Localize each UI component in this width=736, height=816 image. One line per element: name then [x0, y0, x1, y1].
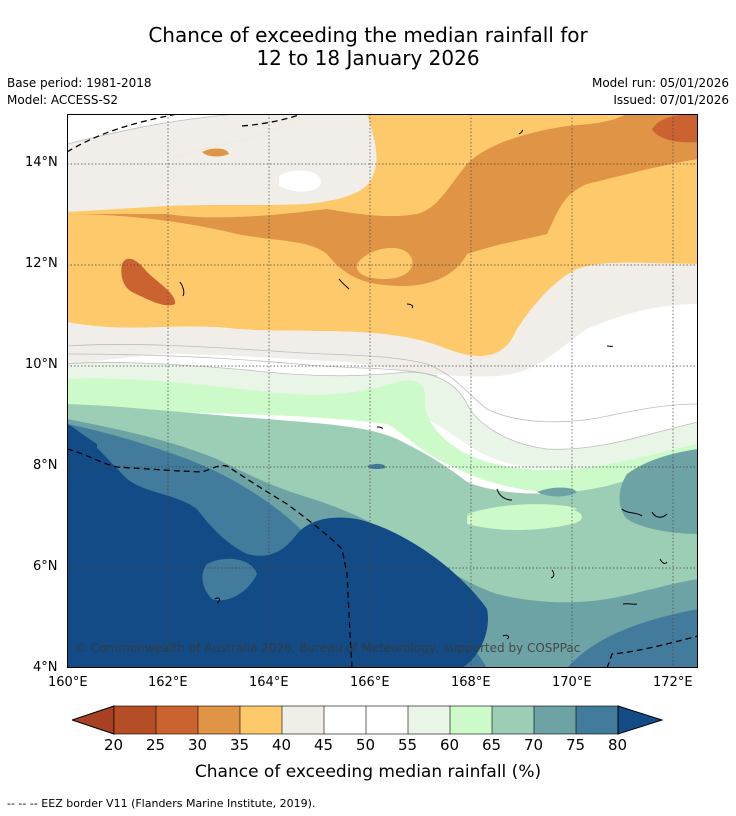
- band-30-spot: [202, 148, 229, 157]
- lon-label-172e: 172°E: [653, 675, 693, 690]
- eez-border: [67, 114, 698, 668]
- lat-label-8n: 8°N: [33, 458, 58, 473]
- lat-label-14n: 14°N: [25, 155, 58, 170]
- band-25-30-west: [121, 258, 176, 306]
- colorbar-swatch-60-65: [450, 706, 492, 734]
- band-80-plus: [67, 424, 488, 668]
- colorbar: [72, 705, 664, 735]
- colorbar-tick-25: 25: [146, 736, 166, 754]
- map-frame: [67, 114, 698, 668]
- copyright-text: © Commonwealth of Australia 2026, Bureau…: [75, 641, 580, 655]
- footnote-eez: -- -- -- EEZ border V11 (Flanders Marine…: [7, 797, 316, 810]
- islands: [179, 129, 668, 640]
- band-45-pocket: [279, 170, 321, 192]
- colorbar-swatch-50-55: [366, 706, 408, 734]
- band-75-80-east: [567, 609, 698, 668]
- band-60-65: [67, 378, 698, 493]
- colorbar-swatch-70-75: [534, 706, 576, 734]
- colorbar-tick-45: 45: [314, 736, 334, 754]
- colorbar-swatch-45-50: [324, 706, 366, 734]
- band-75-inset: [202, 558, 257, 601]
- colorbar-tick-75: 75: [566, 736, 586, 754]
- colorbar-tick-30: 30: [188, 736, 208, 754]
- lon-label-170e: 170°E: [552, 675, 592, 690]
- rainfall-map: © Commonwealth of Australia 2026, Bureau…: [67, 114, 698, 668]
- colorbar-swatch-65-70: [492, 706, 534, 734]
- colorbar-tick-35: 35: [230, 736, 250, 754]
- band-75-80-spot: [367, 463, 386, 470]
- lon-label-168e: 168°E: [451, 675, 491, 690]
- colorbar-tick-50: 50: [356, 736, 376, 754]
- colorbar-swatch-75-80: [576, 706, 618, 734]
- colorbar-arrow-high: [617, 705, 664, 735]
- band-70-east: [619, 449, 698, 534]
- lat-label-4n: 4°N: [33, 660, 58, 675]
- band-30-35: [67, 114, 698, 286]
- title-line-1: Chance of exceeding the median rainfall …: [148, 23, 588, 47]
- colorbar-tick-65: 65: [482, 736, 502, 754]
- base-period: Base period: 1981-2018: [7, 76, 152, 90]
- colorbar-tick-20: 20: [104, 736, 124, 754]
- lon-label-160e: 160°E: [48, 675, 88, 690]
- band-25-30-ne: [652, 114, 698, 143]
- colorbar-tick-80: 80: [608, 736, 628, 754]
- gridlines: [67, 114, 698, 668]
- lon-label-164e: 164°E: [249, 675, 289, 690]
- band-70-spot: [537, 487, 577, 497]
- colorbar-swatch-25-30: [156, 706, 198, 734]
- band-80-west: [67, 424, 97, 668]
- lat-label-10n: 10°N: [25, 357, 58, 372]
- band-60-pocket: [467, 506, 583, 530]
- band-35-pocket: [356, 247, 413, 279]
- colorbar-tick-40: 40: [272, 736, 292, 754]
- colorbar-swatch-40-45: [282, 706, 324, 734]
- lat-label-6n: 6°N: [33, 559, 58, 574]
- colorbar-tick-70: 70: [524, 736, 544, 754]
- band-40-pocket: [167, 114, 377, 205]
- colorbar-swatch-30-35: [198, 706, 240, 734]
- colorbar-title: Chance of exceeding median rainfall (%): [194, 762, 542, 782]
- colorbar-tick-55: 55: [398, 736, 418, 754]
- model-run: Model run: 05/01/2026: [591, 76, 729, 90]
- contour-lines: [67, 114, 698, 450]
- title-line-2: 12 to 18 January 2026: [256, 46, 480, 70]
- issued-date: Issued: 07/01/2026: [613, 93, 729, 107]
- lon-label-166e: 166°E: [350, 675, 390, 690]
- lat-label-12n: 12°N: [25, 256, 58, 271]
- colorbar-swatch-35-40: [240, 706, 282, 734]
- colorbar-swatch-20-25: [114, 706, 156, 734]
- model-name: Model: ACCESS-S2: [7, 93, 119, 107]
- lon-label-162e: 162°E: [148, 675, 188, 690]
- colorbar-swatch-55-60: [408, 706, 450, 734]
- colorbar-tick-60: 60: [440, 736, 460, 754]
- colorbar-arrow-low: [72, 705, 115, 735]
